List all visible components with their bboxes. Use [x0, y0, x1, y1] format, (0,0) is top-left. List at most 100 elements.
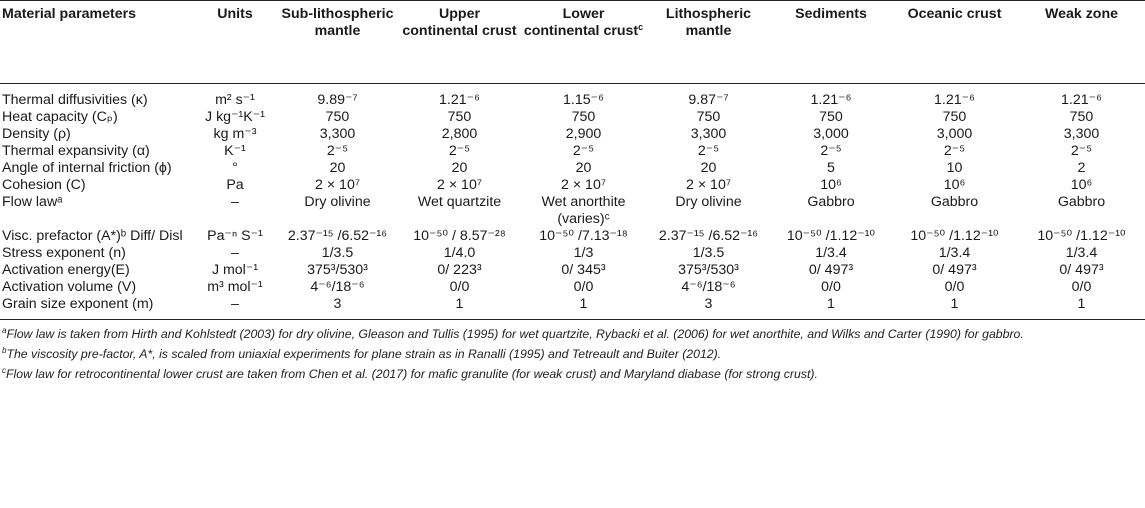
table-footnotes: aFlow law is taken from Hirth and Kohlst… [0, 324, 1145, 384]
unit-cell: m² s⁻¹ [215, 92, 255, 108]
value-cell: 4⁻⁶/18⁻⁶ [310, 279, 365, 295]
parameter-cell: Flow lawᵃ [2, 194, 63, 210]
value-cell: 375³/530³ [307, 262, 368, 278]
value-cell: 3,000 [813, 126, 849, 142]
value-cell: 0/0 [1071, 279, 1092, 295]
value-cell: 0/ 497³ [1059, 262, 1104, 278]
parameter-cell: Activation energy(E) [2, 262, 130, 278]
unit-cell: J mol⁻¹ [211, 262, 259, 278]
value-cell: 750 [571, 109, 596, 125]
value-cell: 3,000 [936, 126, 973, 142]
value-cell: 0/0 [944, 279, 965, 295]
value-cell: 1.21⁻⁶ [1061, 92, 1102, 108]
table-row: Stress exponent (n) – 1/3.5 1/4.0 1/3 1/3.5 1/… [0, 245, 1145, 262]
value-cell: 750 [325, 109, 350, 125]
value-cell: Wet anorthite (varies)ᶜ [541, 194, 626, 227]
value-cell: 2⁻⁵ [448, 143, 471, 159]
value-cell: 1/3.4 [1065, 245, 1098, 261]
footnote-b: bThe viscosity pre-factor, A*, is scaled… [2, 344, 1145, 364]
value-cell: 0/ 497³ [932, 262, 977, 278]
value-cell: 20 [329, 160, 346, 176]
value-cell: 3,300 [690, 126, 727, 142]
value-cell: 10⁻⁵⁰ /1.12⁻¹⁰ [786, 228, 876, 244]
value-cell: 375³/530³ [678, 262, 739, 278]
material-parameters-table: Material parameters Units Sub-lithospher… [0, 0, 1145, 320]
value-cell: 10⁻⁵⁰ /1.12⁻¹⁰ [1037, 228, 1126, 244]
value-cell: 0/0 [449, 279, 470, 295]
parameter-cell: Angle of internal friction (ϕ) [2, 160, 172, 176]
table-row: Thermal expansivity (α) K⁻¹ 2⁻⁵ 2⁻⁵ 2⁻⁵ 2⁻⁵ 2⁻… [0, 143, 1145, 160]
header-lithospheric-mantle: Lithospheric mantle [665, 6, 752, 39]
parameter-cell: Density (ρ) [2, 126, 71, 142]
value-cell: 10⁶ [820, 177, 842, 193]
value-cell: 2.37⁻¹⁵ /6.52⁻¹⁶ [658, 228, 759, 244]
value-cell: 10⁻⁵⁰ / 8.57⁻²⁸ [413, 228, 506, 244]
unit-cell: – [231, 296, 239, 312]
header-row: Material parameters Units Sub-lithospher… [0, 0, 1145, 84]
table-row: Visc. prefactor (A*)ᵇ Diff/ Disl Pa⁻ⁿ S⁻¹… [0, 228, 1145, 245]
header-lower-crust-footnote-mark: c [638, 22, 644, 32]
value-cell: 0/ 497³ [808, 262, 854, 278]
unit-cell: J kg⁻¹K⁻¹ [205, 109, 265, 125]
value-cell: 1 [579, 296, 588, 312]
value-cell: 750 [447, 109, 472, 125]
value-cell: 2 × 10⁷ [315, 177, 360, 193]
value-cell: 1/4.0 [443, 245, 476, 261]
value-cell: 20 [575, 160, 592, 176]
header-sub-lithospheric-mantle: Sub-lithospheric mantle [281, 6, 394, 39]
value-cell: 2⁻⁵ [572, 143, 595, 159]
parameter-cell: Visc. prefactor (A*)ᵇ Diff/ Disl [2, 228, 183, 244]
value-cell: 10⁶ [1070, 177, 1093, 193]
header-oceanic-crust: Oceanic crust [907, 6, 1002, 22]
footnote-b-mark: b [2, 346, 7, 355]
value-cell: 1 [1077, 296, 1086, 312]
value-cell: 0/ 345³ [561, 262, 606, 278]
value-cell: 1 [827, 296, 835, 312]
table-row: Activation energy(E) J mol⁻¹ 375³/530³ 0/ 2… [0, 262, 1145, 279]
table-row: Angle of internal friction (ϕ) ° 20 20 20 20 5… [0, 160, 1145, 177]
value-cell: 2⁻⁵ [326, 143, 349, 159]
unit-cell: – [231, 245, 239, 261]
value-cell: 5 [827, 160, 835, 176]
value-cell: 10⁶ [943, 177, 966, 193]
unit-cell: m³ mol⁻¹ [207, 279, 263, 295]
value-cell: 1 [455, 296, 464, 312]
value-cell: Dry olivine [304, 194, 371, 210]
footnote-a: aFlow law is taken from Hirth and Kohlst… [2, 324, 1145, 344]
table-row: Grain size exponent (m) – 3 1 1 3 1 1 1 [0, 296, 1145, 320]
value-cell: 1/3 [573, 245, 594, 261]
footnote-a-text: Flow law is taken from Hirth and Kohlste… [6, 327, 1024, 341]
unit-cell: K⁻¹ [224, 143, 246, 159]
value-cell: Gabbro [1057, 194, 1106, 210]
value-cell: 0/ 223³ [437, 262, 482, 278]
value-cell: 10 [946, 160, 963, 176]
unit-cell: Pa⁻ⁿ S⁻¹ [207, 228, 263, 244]
header-lower-continental-crust-cell: Lower continental crustc [521, 1, 646, 84]
table-body: Thermal diffusivities (κ) m² s⁻¹ 9.89⁻⁷ 1.2… [0, 84, 1145, 320]
value-cell: 2.37⁻¹⁵ /6.52⁻¹⁶ [287, 228, 388, 244]
value-cell: Dry olivine [675, 194, 742, 210]
value-cell: 1/3.5 [321, 245, 354, 261]
parameter-cell: Thermal expansivity (α) [2, 143, 150, 159]
value-cell: 2⁻⁵ [820, 143, 842, 159]
parameter-cell: Heat capacity (Cₚ) [2, 109, 118, 125]
value-cell: 0/0 [573, 279, 594, 295]
value-cell: 2 × 10⁷ [437, 177, 482, 193]
value-cell: 3,300 [319, 126, 356, 142]
value-cell: 2⁻⁵ [1070, 143, 1093, 159]
value-cell: 10⁻⁵⁰ /7.13⁻¹⁸ [539, 228, 628, 244]
unit-cell: Pa [226, 177, 244, 193]
value-cell: 1.21⁻⁶ [810, 92, 852, 108]
value-cell: 10⁻⁵⁰ /1.12⁻¹⁰ [910, 228, 999, 244]
value-cell: 750 [942, 109, 967, 125]
table-row: Thermal diffusivities (κ) m² s⁻¹ 9.89⁻⁷ 1.2… [0, 84, 1145, 110]
parameter-cell: Stress exponent (n) [2, 245, 126, 261]
parameter-cell: Thermal diffusivities (κ) [2, 92, 148, 108]
table-row: Density (ρ) kg m⁻³ 3,300 2,800 2,900 3,300 3,0… [0, 126, 1145, 143]
value-cell: 2,900 [565, 126, 602, 142]
value-cell: 1.21⁻⁶ [934, 92, 975, 108]
value-cell: 3 [704, 296, 713, 312]
value-cell: 2,800 [441, 126, 478, 142]
value-cell: 3 [333, 296, 342, 312]
value-cell: 750 [1069, 109, 1094, 125]
